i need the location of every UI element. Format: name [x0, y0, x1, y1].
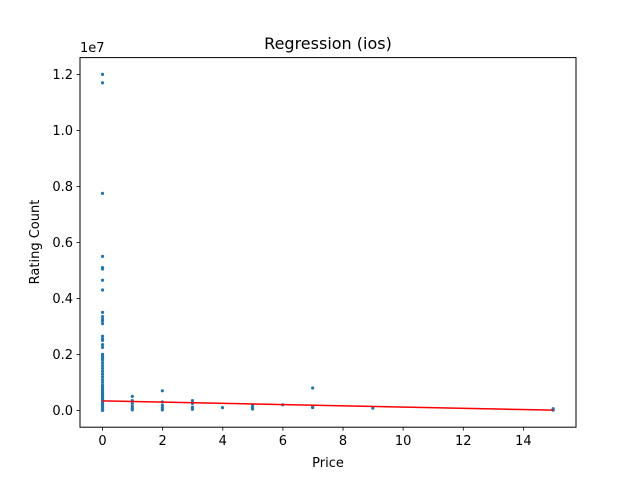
- data-point: [160, 389, 164, 393]
- data-point: [160, 403, 164, 407]
- data-point: [190, 407, 195, 411]
- data-point: [100, 72, 105, 76]
- plot-marks: [100, 72, 555, 412]
- x-tick-label: 4: [219, 434, 227, 449]
- data-point: [130, 394, 134, 398]
- x-tick-label: 2: [159, 434, 167, 449]
- y-tick-label: 1.2: [52, 68, 73, 83]
- x-tick-label: 14: [515, 434, 532, 449]
- axis-ticks: 0 2 4 6 8 10 12 14 0.0 0.2 0.4 0.6 0.8 1.0 1.2: [52, 68, 531, 449]
- data-point: [100, 267, 105, 271]
- data-point: [100, 361, 105, 365]
- data-point: [100, 358, 105, 362]
- data-point: [100, 364, 105, 368]
- x-tick-label: 0: [98, 434, 106, 449]
- data-point: [100, 334, 105, 338]
- y-tick-label: 1.0: [52, 124, 73, 139]
- y-offset-label: 1e7: [80, 41, 105, 56]
- x-tick-label: 8: [339, 434, 347, 449]
- data-point: [100, 378, 105, 382]
- data-point: [100, 254, 105, 258]
- data-point: [100, 288, 105, 292]
- data-point: [100, 319, 105, 323]
- data-point: [100, 366, 105, 370]
- x-tick-label: 6: [279, 434, 287, 449]
- x-axis-label: Price: [312, 456, 344, 471]
- data-point: [100, 322, 105, 326]
- x-tick-label: 12: [455, 434, 472, 449]
- regression-line: [102, 400, 554, 411]
- plot-frame: [79, 57, 577, 428]
- data-point: [100, 345, 105, 349]
- y-tick-label: 0.6: [52, 236, 73, 251]
- data-point: [100, 81, 105, 85]
- y-tick-label: 0.0: [52, 404, 73, 419]
- data-point: [100, 343, 105, 347]
- data-point: [311, 406, 315, 410]
- chart-title: Regression (ios): [264, 34, 392, 53]
- x-tick-label: 10: [395, 434, 412, 449]
- data-point: [100, 369, 105, 373]
- data-point: [100, 380, 105, 384]
- y-axis-label: Rating Count: [28, 200, 43, 285]
- data-point: [100, 408, 105, 412]
- data-point: [100, 375, 105, 379]
- data-point: [100, 372, 105, 376]
- data-point: [190, 405, 195, 409]
- y-tick-label: 0.8: [52, 180, 73, 195]
- data-point: [100, 191, 105, 195]
- data-point: [100, 310, 105, 314]
- data-point: [130, 401, 134, 405]
- data-point: [190, 399, 195, 403]
- data-point: [160, 408, 164, 412]
- data-point: [100, 338, 105, 342]
- data-point: [371, 406, 375, 410]
- y-tick-label: 0.2: [52, 348, 73, 363]
- data-point: [100, 315, 105, 319]
- data-point: [250, 407, 255, 411]
- data-point: [311, 386, 315, 390]
- data-point: [220, 406, 225, 410]
- data-point: [100, 278, 105, 282]
- y-tick-label: 0.4: [52, 292, 73, 307]
- data-point: [130, 408, 134, 412]
